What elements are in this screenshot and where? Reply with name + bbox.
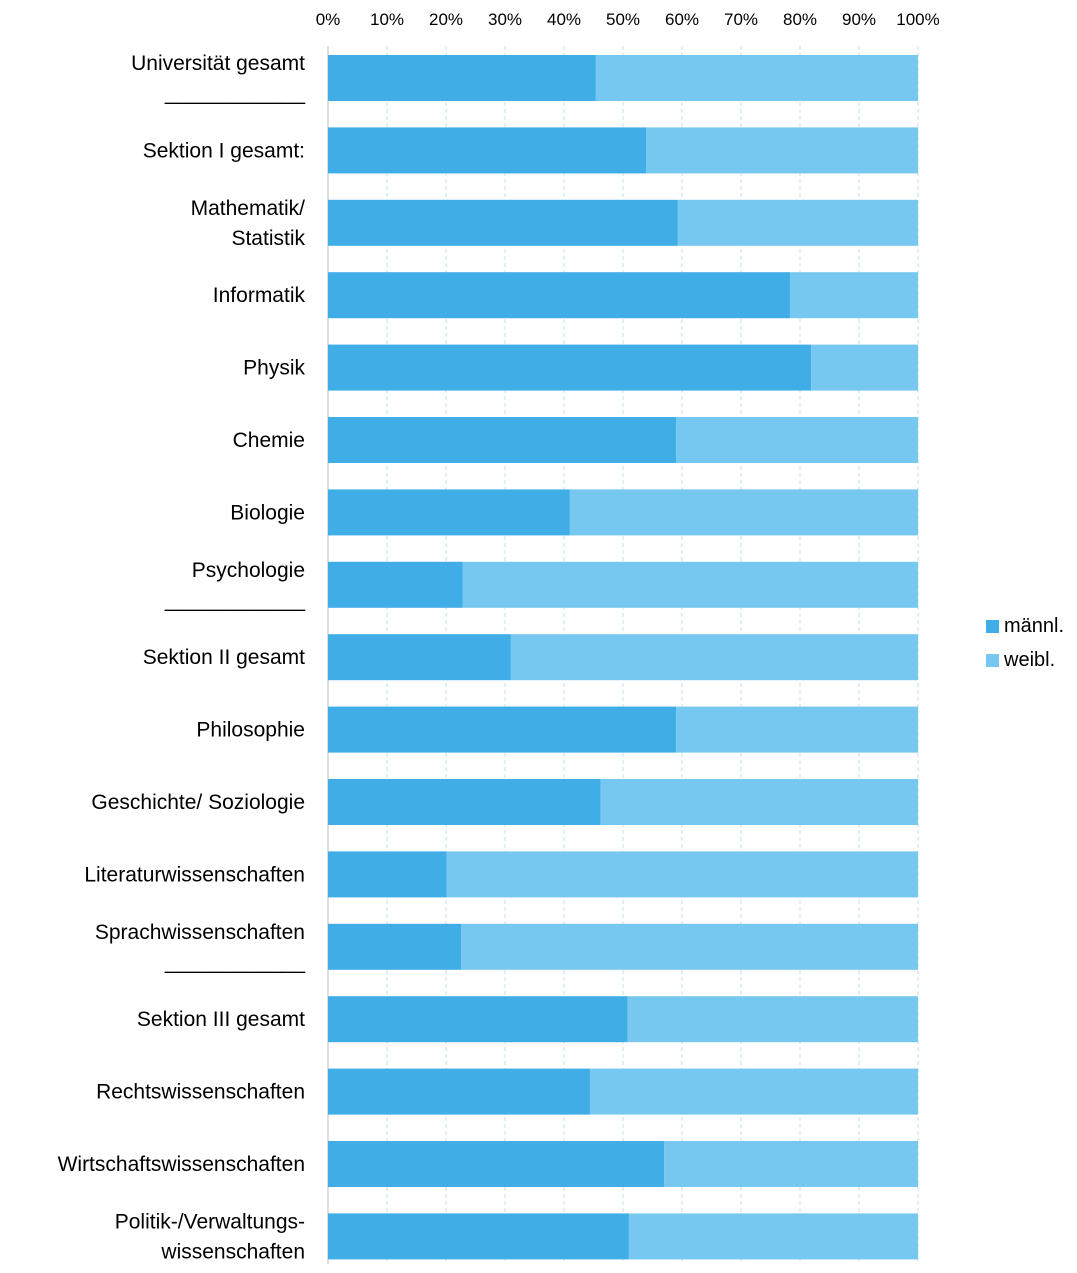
category-label: ____________	[164, 951, 305, 974]
category-label: ____________	[164, 589, 305, 612]
category-label: Sektion II gesamt	[143, 646, 305, 669]
bars-layer	[328, 55, 918, 1260]
bar-segment-weibl	[589, 1068, 918, 1115]
bar-segment-maennl	[328, 1141, 665, 1187]
x-tick-label: 70%	[724, 10, 758, 29]
category-label: Politik-/Verwaltungs-	[115, 1210, 305, 1233]
category-label: wissenschaften	[160, 1240, 305, 1263]
bar-segment-weibl	[789, 272, 918, 319]
x-tick-label: 0%	[316, 10, 341, 29]
x-tick-label: 90%	[842, 10, 876, 29]
category-label: Sektion I gesamt:	[143, 139, 305, 162]
x-tick-label: 60%	[665, 10, 699, 29]
bar-segment-weibl	[676, 706, 918, 753]
bar-segment-weibl	[461, 923, 918, 970]
bar-segment-maennl	[328, 779, 601, 825]
x-tick-label: 30%	[488, 10, 522, 29]
category-label: Informatik	[213, 284, 306, 307]
bar-segment-weibl	[446, 851, 918, 898]
category-label: Sektion III gesamt	[137, 1008, 305, 1031]
category-label: Physik	[243, 357, 305, 380]
bar-segment-maennl	[328, 199, 678, 246]
bar-segment-weibl	[811, 344, 918, 391]
category-label: Literaturwissenschaften	[84, 863, 305, 886]
x-tick-label: 50%	[606, 10, 640, 29]
bar-segment-maennl	[328, 634, 511, 681]
bar-segment-weibl	[462, 561, 918, 608]
bar-segment-maennl	[328, 1213, 629, 1260]
bar-segment-maennl	[328, 851, 447, 898]
legend-swatch	[986, 620, 999, 633]
category-label: Rechtswissenschaften	[96, 1081, 305, 1104]
bar-segment-maennl	[328, 996, 628, 1043]
bar-segment-maennl	[328, 127, 647, 174]
bar-segment-maennl	[328, 923, 462, 970]
legend: männl. weibl.	[986, 615, 1064, 671]
category-label: Psychologie	[192, 559, 305, 582]
x-tick-label: 100%	[896, 10, 939, 29]
category-label: Philosophie	[196, 719, 305, 742]
bar-segment-maennl	[328, 561, 463, 608]
category-label: Mathematik/	[191, 197, 306, 220]
bar-segment-weibl	[646, 127, 918, 174]
bar-segment-maennl	[328, 55, 596, 101]
bar-segment-weibl	[600, 779, 918, 825]
category-label: Biologie	[230, 501, 305, 524]
bar-segment-weibl	[677, 199, 918, 246]
bar-segment-weibl	[595, 55, 918, 101]
bar-segment-maennl	[328, 344, 812, 391]
category-label: Statistik	[231, 227, 305, 250]
legend-label: weibl.	[1003, 649, 1055, 671]
category-label: Chemie	[233, 429, 305, 452]
bar-segment-weibl	[510, 634, 918, 681]
bar-segment-maennl	[328, 489, 570, 536]
category-label: ____________	[164, 82, 305, 105]
bar-segment-maennl	[328, 417, 677, 463]
category-label: Geschichte/ Soziologie	[91, 791, 305, 814]
bar-segment-weibl	[627, 996, 918, 1043]
bar-segment-weibl	[676, 417, 918, 463]
bar-segment-maennl	[328, 1068, 590, 1115]
bar-segment-maennl	[328, 272, 790, 319]
bar-segment-weibl	[628, 1213, 918, 1260]
legend-swatch	[986, 654, 999, 667]
x-tick-label: 80%	[783, 10, 817, 29]
x-tick-label: 40%	[547, 10, 581, 29]
x-tick-label: 20%	[429, 10, 463, 29]
x-tick-labels: 0% 10% 20% 30% 40% 50% 60% 70% 80% 90% 100%	[316, 10, 940, 29]
legend-label: männl.	[1004, 615, 1064, 637]
bar-segment-weibl	[569, 489, 918, 536]
bar-segment-maennl	[328, 706, 677, 753]
category-label: Universität gesamt	[131, 52, 305, 75]
category-label: Wirtschaftswissenschaften	[58, 1153, 305, 1176]
bar-segment-weibl	[664, 1141, 918, 1187]
category-labels: Universität gesamt ____________ Sektion I …	[58, 52, 306, 1263]
x-tick-label: 10%	[370, 10, 404, 29]
category-label: Sprachwissenschaften	[95, 921, 305, 944]
